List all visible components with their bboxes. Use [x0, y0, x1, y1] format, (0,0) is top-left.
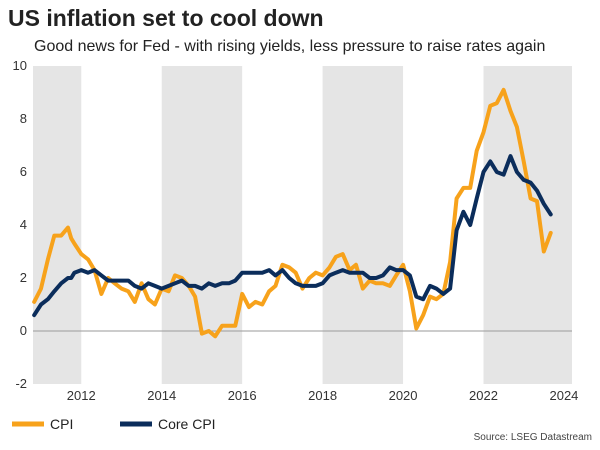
source-note: Source: LSEG Datastream [473, 432, 592, 443]
x-tick-label: 2014 [147, 388, 176, 403]
legend-cpi-label: CPI [50, 416, 73, 432]
legend-core-cpi-label: Core CPI [158, 416, 216, 432]
y-tick-label: 0 [20, 323, 27, 338]
x-tick-label: 2016 [228, 388, 257, 403]
y-tick-label: 8 [20, 111, 27, 126]
chart-subtitle: Good news for Fed - with rising yields, … [34, 38, 546, 55]
x-tick-label: 2024 [549, 388, 578, 403]
core-cpi-line [32, 154, 553, 318]
shaded-band-1 [161, 66, 243, 384]
shaded-band-0 [33, 66, 82, 384]
shaded-band-2 [322, 66, 404, 384]
chart-title: US inflation set to cool down [8, 5, 324, 31]
x-tick-label: 2018 [308, 388, 337, 403]
x-tick-label: 2012 [67, 388, 96, 403]
y-tick-label: 10 [13, 58, 27, 73]
y-tick-label: 6 [20, 164, 27, 179]
y-tick-label: 4 [20, 217, 27, 232]
x-tick-label: 2020 [389, 388, 418, 403]
cpi-line [32, 87, 553, 339]
y-tick-label: 2 [20, 270, 27, 285]
shaded-band-3 [483, 66, 572, 384]
x-tick-label: 2022 [469, 388, 498, 403]
y-tick-label: -2 [15, 376, 27, 391]
